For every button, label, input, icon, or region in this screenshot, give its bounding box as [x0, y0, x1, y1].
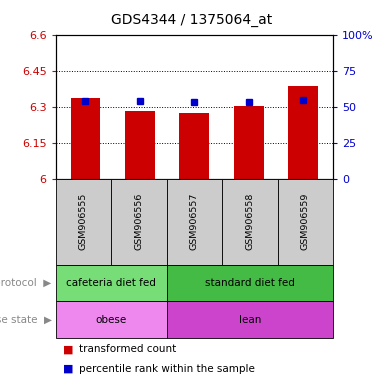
Text: standard diet fed: standard diet fed	[205, 278, 295, 288]
Text: GSM906555: GSM906555	[79, 193, 88, 250]
Bar	[288, 86, 318, 179]
Bar	[70, 98, 100, 179]
Text: cafeteria diet fed: cafeteria diet fed	[66, 278, 156, 288]
Text: GSM906559: GSM906559	[301, 193, 310, 250]
Text: percentile rank within the sample: percentile rank within the sample	[79, 364, 254, 374]
Text: transformed count: transformed count	[79, 344, 176, 354]
Bar	[179, 113, 210, 179]
Text: GSM906556: GSM906556	[134, 193, 143, 250]
Bar	[234, 106, 264, 179]
Text: ■: ■	[63, 364, 74, 374]
Text: protocol  ▶: protocol ▶	[0, 278, 52, 288]
Bar	[125, 111, 155, 179]
Text: disease state  ▶: disease state ▶	[0, 314, 52, 325]
Text: ■: ■	[63, 344, 74, 354]
Text: obese: obese	[95, 314, 127, 325]
Text: lean: lean	[239, 314, 261, 325]
Text: GSM906557: GSM906557	[190, 193, 199, 250]
Text: GDS4344 / 1375064_at: GDS4344 / 1375064_at	[111, 13, 272, 27]
Text: GSM906558: GSM906558	[246, 193, 254, 250]
